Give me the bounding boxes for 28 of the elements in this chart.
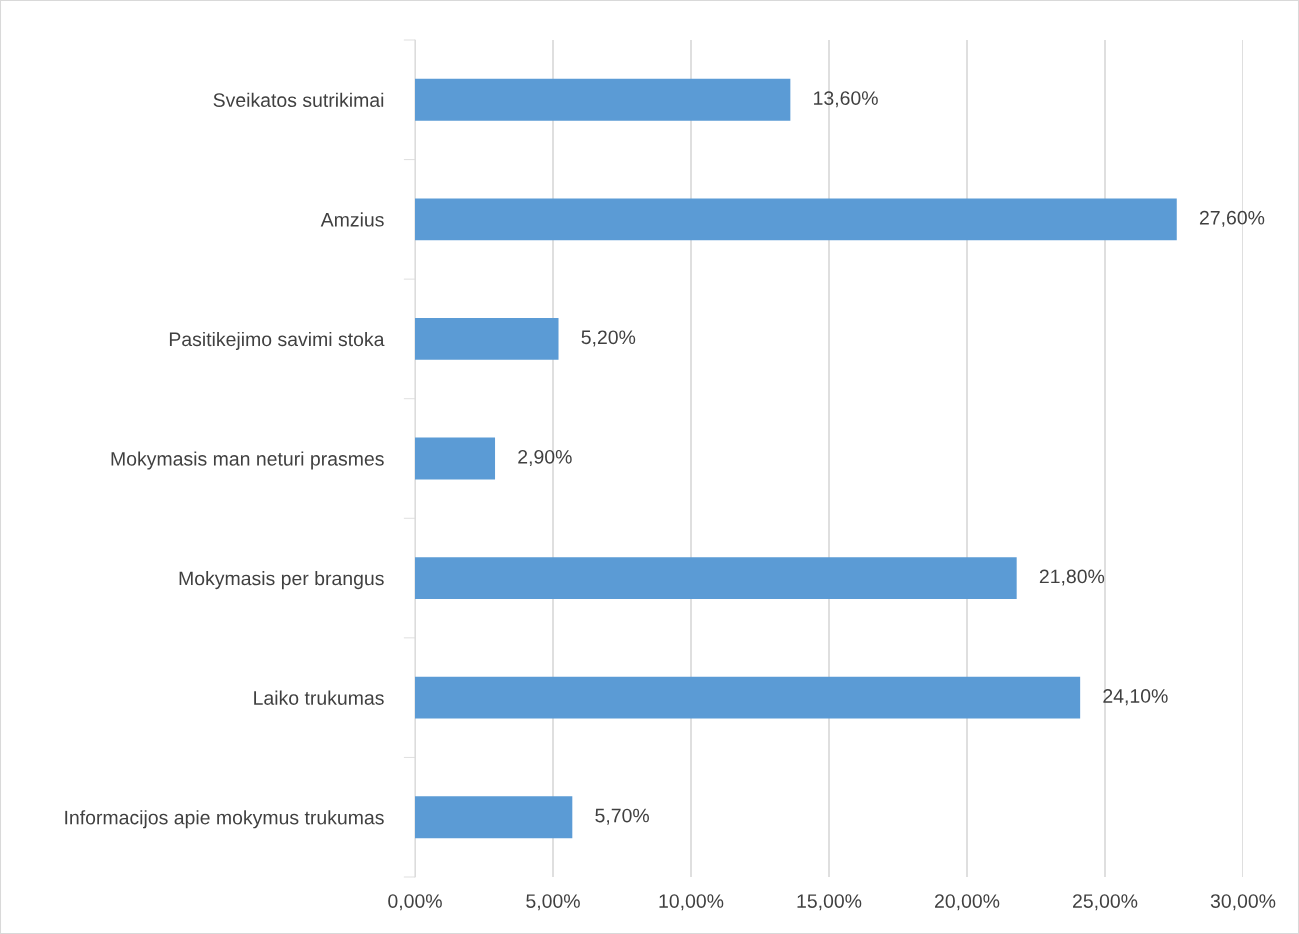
y-tick-label: Mokymasis per brangus (179, 571, 384, 590)
y-tick-label: Sveikatos sutrikimai (213, 92, 384, 108)
x-tick-label: 20,00% (935, 894, 1000, 911)
y-tick-label: Amzius (320, 212, 384, 227)
y-tick-label: Pasitikejimo savimi stoka (169, 331, 385, 351)
data-label: 27,60% (1199, 210, 1265, 227)
y-tick-label: Informacijos apie mokymus trukumas (65, 810, 384, 829)
data-label: 24,10% (1103, 689, 1168, 706)
x-tick-label: 15,00% (797, 894, 862, 911)
bar (415, 198, 1177, 241)
y-tick-label: Mokymasis man neturi prasmes (111, 451, 384, 470)
data-label: 13,60% (814, 91, 878, 108)
bar (415, 437, 496, 480)
bar (415, 676, 1081, 719)
x-tick-label: 0,00% (388, 894, 442, 911)
x-tick-label: 10,00% (659, 894, 724, 911)
x-tick-label: 30,00% (1210, 894, 1276, 911)
bar (415, 557, 1017, 599)
x-tick-label: 5,00% (526, 894, 580, 911)
data-label: 2,90% (518, 449, 572, 467)
y-tick-label: Laiko trukumas (254, 690, 384, 705)
data-label: 5,70% (595, 808, 649, 825)
bar (415, 796, 573, 839)
bar (415, 78, 791, 121)
data-label: 5,20% (581, 330, 636, 347)
data-label: 21,80% (1039, 569, 1105, 586)
bar (415, 318, 559, 360)
x-tick-label: 25,00% (1073, 894, 1138, 911)
